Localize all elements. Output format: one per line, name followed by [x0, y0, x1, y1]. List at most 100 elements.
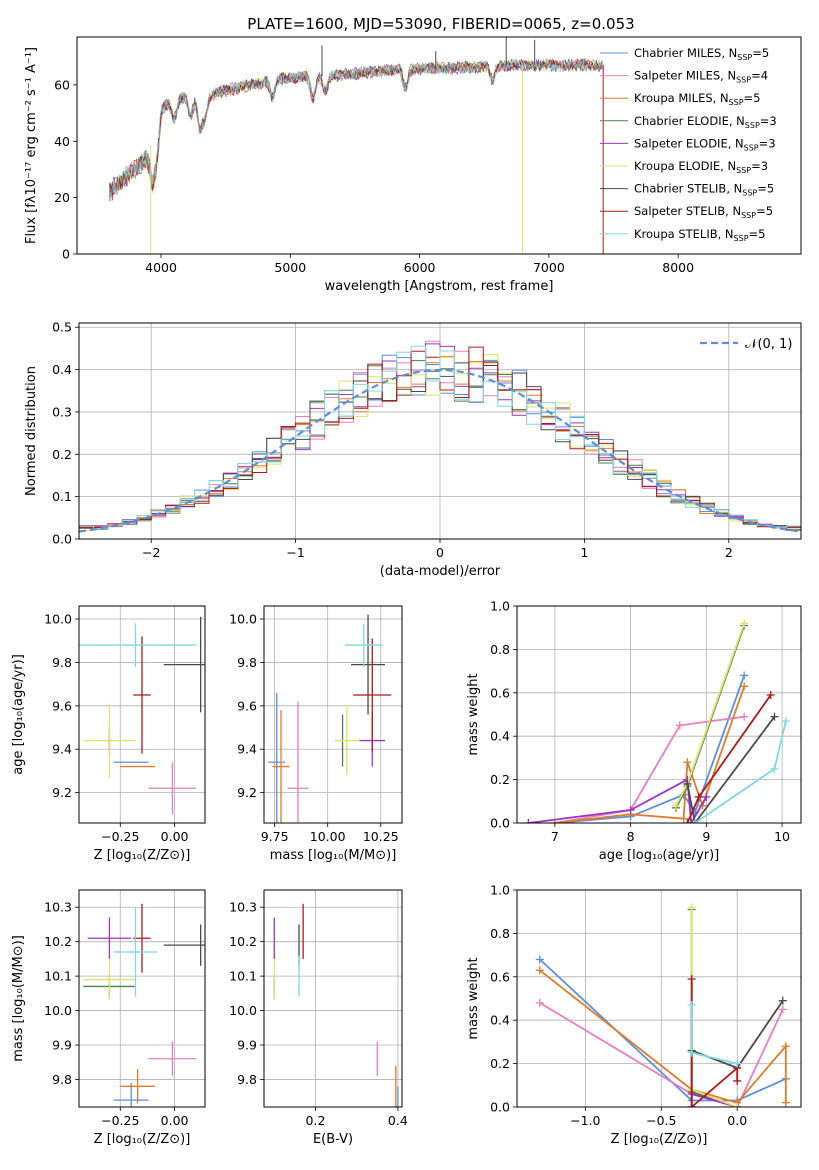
x-tick-label: −0.25 — [101, 829, 139, 844]
y-tick-label: 9.8 — [237, 1072, 257, 1087]
weight-marker — [740, 619, 749, 628]
y-tick-label: 0.0 — [52, 532, 72, 547]
weight-marker — [679, 814, 688, 823]
y-tick-label: 10.1 — [44, 969, 72, 984]
legend-label-kroupa-elodie: Kroupa ELODIE, NSSP=3 — [634, 159, 768, 175]
x-tick-label: 5000 — [274, 260, 306, 275]
errorbar-chabrier-miles — [113, 1082, 149, 1107]
plot-area — [524, 619, 790, 823]
legend-label-chabrier-stelib: Chabrier STELIB, NSSP=5 — [634, 182, 774, 198]
weight-marker — [733, 1076, 742, 1085]
weight-marker — [781, 1042, 790, 1051]
legend-label-salpeter-stelib: Salpeter STELIB, NSSP=5 — [634, 204, 773, 220]
weight-marker — [781, 717, 790, 726]
axes-frame — [263, 605, 403, 824]
x-axis-label: Z [log₁₀(Z/Z⊙)] — [611, 1132, 708, 1147]
legend-value: =5 — [744, 91, 761, 105]
y-tick-label: 9.9 — [52, 1038, 72, 1053]
x-tick-label: 10.25 — [363, 829, 399, 844]
legend-label-normal: 𝒩(0, 1) — [745, 337, 792, 352]
weight-line-chabrier-miles — [539, 958, 787, 1102]
y-tick-label: 1.0 — [490, 883, 510, 898]
y-tick-label: 9.8 — [237, 655, 257, 670]
y-tick-label: 10.0 — [229, 1003, 257, 1018]
weight-marker — [733, 1059, 742, 1068]
spectrum-line-chabrier-elodie — [109, 58, 603, 199]
axes-frame — [263, 889, 403, 1108]
y-axis-label: mass weight — [466, 673, 481, 755]
y-axis-label: Flux [fλ10⁻¹⁷ erg cm⁻² s⁻¹ A⁻¹] — [24, 47, 39, 244]
weight-marker — [687, 974, 696, 983]
plot-area — [268, 614, 392, 823]
weight-line-kroupa-elodie — [690, 907, 738, 1107]
z-weight-panel: −1.0 −0.5 0.0 0.0 0.2 0.4 0.6 0.8 1.0 Z [log₁₀(Z/… — [466, 883, 802, 1147]
weight-marker — [702, 792, 711, 801]
y-tick-label: 0.2 — [52, 447, 72, 462]
legend-subscript: SSP — [734, 234, 749, 243]
errorbar-kroupa-elodie — [83, 958, 136, 1001]
y-axis-label: mass weight — [466, 957, 481, 1039]
legend-value: =5 — [757, 182, 774, 196]
y-tick-label: 0.4 — [52, 362, 72, 377]
y-tick-label: 0.8 — [490, 926, 510, 941]
x-tick-label: −1 — [286, 545, 304, 560]
weight-marker — [740, 671, 749, 680]
weight-marker — [524, 819, 533, 823]
weight-marker — [626, 805, 635, 814]
residuals-panel: −2 −1 0 1 2 0.0 0.1 0.2 0.3 0.4 0.5 (data-model)/er… — [24, 320, 802, 579]
spectrum-panel: 4000 5000 6000 7000 8000 0 20 40 60 wavelength [A… — [24, 36, 802, 294]
x-tick-label: 4000 — [145, 260, 177, 275]
x-tick-label: 9.75 — [261, 829, 289, 844]
weight-marker — [770, 712, 779, 721]
mass-age-panel: 9.75 10.00 10.25 9.2 9.4 9.6 9.8 10.0 mass [log₁… — [229, 605, 403, 863]
y-tick-label: 9.6 — [237, 698, 257, 713]
y-tick-label: 0.5 — [52, 320, 72, 335]
legend-value: =5 — [756, 204, 773, 218]
x-axis-label: Z [log₁₀(Z/Z⊙)] — [94, 848, 191, 863]
spectrum-line-salpeter-miles — [109, 57, 603, 202]
weight-marker — [740, 712, 749, 721]
y-tick-label: 10.2 — [229, 934, 257, 949]
weight-line-chabrier-stelib — [686, 716, 776, 823]
y-tick-label: 20 — [54, 190, 70, 205]
y-tick-label: 10.0 — [229, 612, 257, 627]
x-tick-label: 0.0 — [727, 1113, 747, 1128]
axes-frame — [78, 322, 802, 540]
y-tick-label: 40 — [54, 134, 70, 149]
errorbar-kroupa-stelib — [113, 907, 158, 997]
x-axis-label: E(B-V) — [313, 1132, 353, 1147]
errorbar-chabrier-stelib — [163, 616, 205, 713]
errorbar-salpeter-miles — [148, 762, 197, 815]
x-tick-label: 10.00 — [310, 829, 346, 844]
legend-subscript: SSP — [736, 166, 751, 175]
ebv-mass-panel: 0.2 0.4 9.8 9.9 10.0 10.1 10.2 10.3 E(B-V) — [229, 889, 408, 1147]
x-tick-label: 0 — [436, 545, 444, 560]
weight-marker — [733, 1103, 742, 1107]
legend-value: =3 — [751, 159, 768, 173]
weight-marker — [683, 758, 692, 767]
weight-marker — [781, 1098, 790, 1107]
histogram-chabrier-miles — [79, 354, 801, 528]
errorbar-salpeter-stelib — [133, 636, 151, 754]
x-tick-label: −1.0 — [570, 1113, 600, 1128]
errorbar-salpeter-elodie — [87, 917, 132, 959]
axes-frame — [78, 889, 206, 1108]
y-tick-label: 10.0 — [44, 612, 72, 627]
axes-frame — [76, 36, 802, 255]
errorbar-chabrier-stelib — [351, 614, 386, 715]
x-axis-label: age [log₁₀(age/yr)] — [599, 848, 720, 863]
errorbar-kroupa-stelib — [344, 623, 383, 667]
weight-marker — [770, 764, 779, 773]
weight-line-chabrier-elodie — [690, 909, 738, 1107]
legend-value: =3 — [759, 136, 776, 150]
weight-marker — [766, 690, 775, 699]
weight-marker — [687, 1001, 696, 1010]
legend-subscript: SSP — [729, 98, 744, 107]
y-tick-label: 9.2 — [52, 785, 72, 800]
weight-marker — [535, 966, 544, 975]
axes-frame — [516, 605, 802, 824]
x-tick-label: −0.5 — [646, 1113, 676, 1128]
weight-marker — [778, 996, 787, 1005]
errorbar-salpeter-stelib — [133, 903, 151, 973]
legend-label-chabrier-elodie: Chabrier ELODIE, NSSP=3 — [634, 114, 777, 130]
